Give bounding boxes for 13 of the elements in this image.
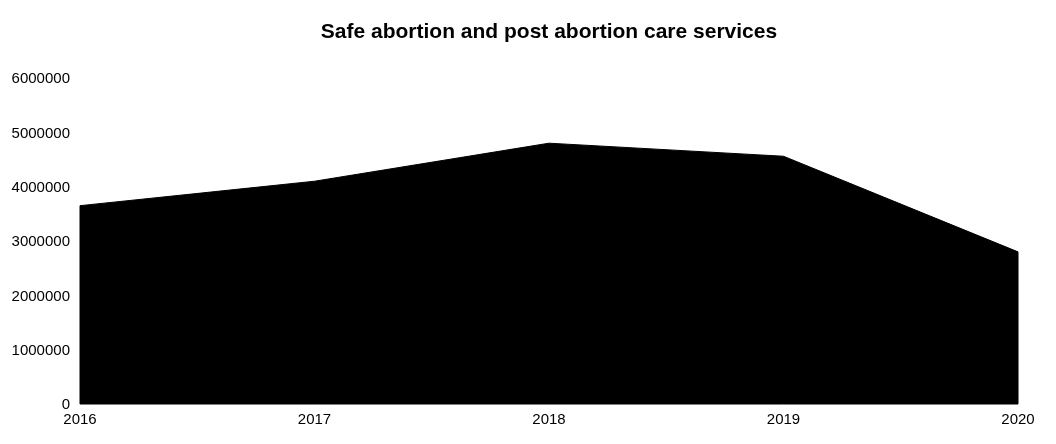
y-tick-label: 5000000: [11, 123, 70, 141]
x-tick-label: 2020: [1001, 410, 1035, 427]
y-tick-label: 3000000: [11, 232, 70, 250]
y-tick-label: 1000000: [11, 340, 70, 358]
y-tick-label: 0: [61, 395, 70, 413]
y-tick-label: 4000000: [11, 177, 70, 195]
x-tick-label: 2016: [63, 410, 97, 427]
y-tick-label: 2000000: [11, 286, 70, 304]
x-tick-label: 2019: [766, 410, 801, 427]
x-tick-label: 2018: [532, 410, 566, 427]
x-tick-label: 2017: [297, 410, 332, 427]
y-tick-label: 6000000: [11, 69, 70, 87]
chart-title: Safe abortion and post abortion care services: [320, 19, 778, 42]
